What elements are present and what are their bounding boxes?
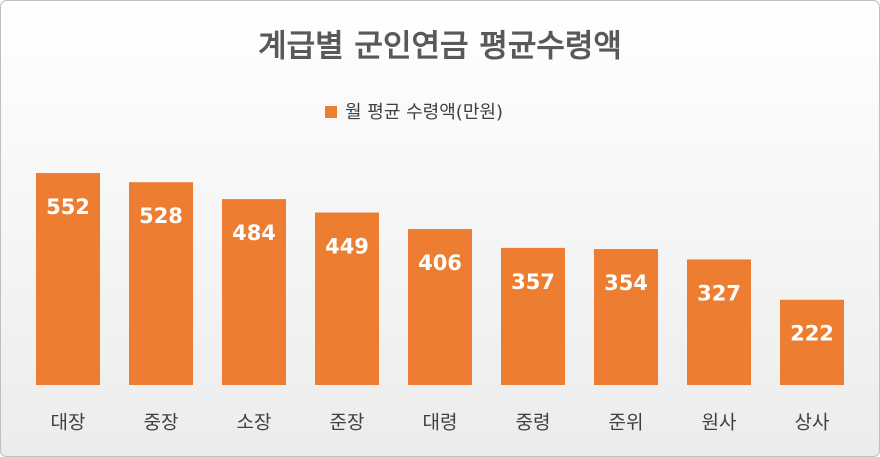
x-tick-label: 중령 [516, 412, 551, 434]
x-tick-label: 준위 [609, 412, 644, 434]
bar [36, 173, 100, 385]
bar [594, 249, 658, 385]
bar [501, 247, 565, 385]
bar [408, 229, 472, 385]
value-label: 354 [604, 271, 648, 295]
x-tick-label: 준장 [330, 412, 365, 434]
bar [687, 259, 751, 385]
x-tick-label: 대장 [51, 412, 86, 434]
value-label: 484 [232, 221, 276, 245]
value-label: 449 [325, 235, 369, 259]
legend-label: 월 평균 수령액(만원) [345, 102, 503, 123]
x-tick-label: 대령 [423, 412, 458, 434]
x-tick-label: 중장 [144, 412, 179, 434]
x-tick-label: 소장 [237, 412, 272, 434]
bar [780, 299, 844, 385]
x-tick-label: 상사 [795, 412, 830, 434]
value-label: 357 [511, 270, 555, 294]
bar [315, 212, 379, 385]
value-label: 406 [418, 251, 462, 275]
legend-swatch [325, 106, 337, 118]
bar [222, 199, 286, 385]
bar [129, 182, 193, 385]
value-label: 327 [697, 281, 741, 305]
value-label: 222 [790, 322, 834, 346]
value-label: 552 [46, 195, 90, 219]
value-label: 528 [139, 204, 183, 228]
chart-title: 계급별 군인연금 평균수령액 [258, 29, 622, 65]
x-tick-label: 원사 [702, 412, 737, 434]
